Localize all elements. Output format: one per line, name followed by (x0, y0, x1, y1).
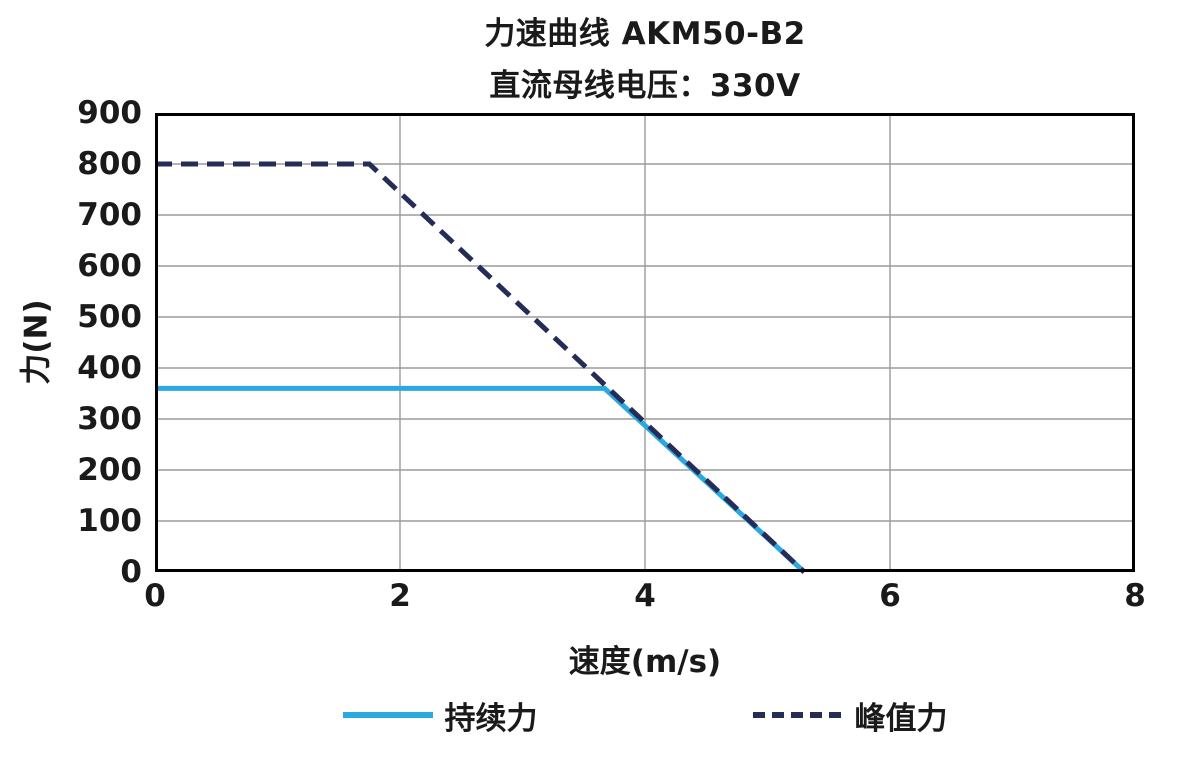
y-tick-label: 0 (120, 554, 142, 590)
y-tick-label: 400 (77, 350, 142, 386)
continuous-line-swatch (342, 712, 433, 718)
x-tick-label: 0 (144, 578, 166, 614)
x-tick-label: 2 (389, 578, 411, 614)
x-tick-label: 6 (879, 578, 901, 614)
legend-item-peak: 峰值力 (752, 693, 948, 738)
y-tick-label: 100 (77, 503, 142, 539)
y-axis-ticks: 0 100 200 300 400 500 600 700 800 900 (0, 95, 155, 590)
x-tick-label: 8 (1124, 578, 1146, 614)
plot-area (155, 113, 1135, 574)
x-axis-label: 速度(m/s) (568, 644, 722, 680)
legend-label-peak: 峰值力 (854, 700, 948, 737)
y-tick-label: 700 (77, 197, 142, 233)
series-line-peak (155, 161, 806, 574)
y-tick-label: 900 (77, 95, 142, 131)
chart-title: 力速曲线 AKM50-B2 (484, 16, 806, 52)
y-tick-label: 800 (77, 146, 142, 182)
chart-subtitle: 直流母线电压：330V (489, 68, 801, 104)
y-tick-label: 600 (77, 248, 142, 284)
legend: 持续力 峰值力 (155, 692, 1135, 738)
peak-line-swatch (752, 712, 843, 718)
y-tick-label: 300 (77, 401, 142, 437)
legend-label-continuous: 持续力 (444, 700, 538, 737)
x-tick-label: 4 (634, 578, 656, 614)
plot-svg (155, 113, 1135, 574)
series-line-continuous (155, 385, 806, 574)
plot-border (155, 113, 1135, 572)
y-tick-label: 200 (77, 452, 142, 488)
y-tick-label: 500 (77, 299, 142, 335)
legend-item-continuous: 持续力 (342, 693, 538, 738)
x-axis-ticks: 0 2 4 6 8 (144, 578, 1146, 618)
